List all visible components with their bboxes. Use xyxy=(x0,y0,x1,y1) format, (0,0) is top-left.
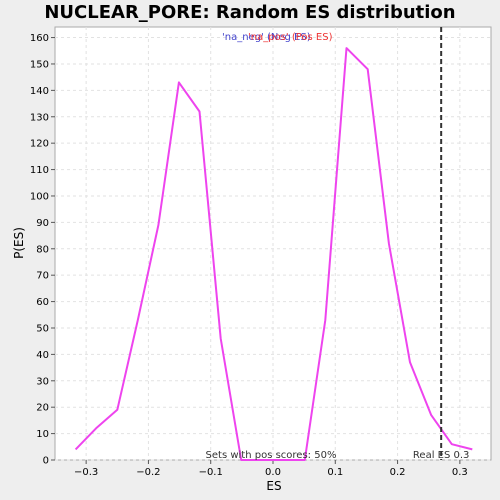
x-tick-label: 0.0 xyxy=(265,467,281,478)
y-tick-label: 0 xyxy=(43,456,49,467)
y-tick-label: 130 xyxy=(30,112,49,123)
x-axis-label: ES xyxy=(266,479,281,493)
legend-item: 'na_pos' (Pos ES) xyxy=(248,32,333,43)
y-tick-label: 150 xyxy=(30,59,49,70)
y-tick-label: 120 xyxy=(30,139,49,150)
y-tick-label: 100 xyxy=(30,191,49,202)
x-tick-label: −0.1 xyxy=(199,467,223,478)
x-tick-label: −0.3 xyxy=(74,467,98,478)
y-tick-label: 160 xyxy=(30,33,49,44)
y-tick-label: 70 xyxy=(36,271,49,282)
series-line xyxy=(74,47,473,461)
x-axis: −0.3 −0.2 −0.1 0.0 0.1 0.2 0.3 xyxy=(74,460,468,478)
x-tick-label: 0.3 xyxy=(452,467,468,478)
legend: 'na_neg' (Neg ES)'na_pos' (Pos ES) xyxy=(222,32,333,43)
legend-item: 'na_neg' (Neg ES) xyxy=(222,32,311,43)
y-tick-label: 20 xyxy=(36,403,49,414)
x-tick-label: 0.1 xyxy=(327,467,343,478)
chart-title: NUCLEAR_PORE: Random ES distribution xyxy=(44,2,455,23)
y-tick-label: 110 xyxy=(30,165,49,176)
x-tick-label: −0.2 xyxy=(136,467,160,478)
y-tick-label: 50 xyxy=(36,323,49,334)
y-tick-label: 80 xyxy=(36,244,49,255)
x-tick-label: 0.2 xyxy=(390,467,406,478)
y-tick-label: 30 xyxy=(36,376,49,387)
y-axis: 0 10 20 30 40 50 60 70 80 90 100 110 120 130 140 150 160 xyxy=(30,33,55,467)
y-axis-label: P(ES) xyxy=(12,227,26,259)
y-tick-label: 40 xyxy=(36,350,49,361)
y-tick-label: 140 xyxy=(30,86,49,97)
y-tick-label: 60 xyxy=(36,297,49,308)
series-group xyxy=(74,47,473,461)
y-tick-label: 90 xyxy=(36,218,49,229)
footer-label: Sets with pos scores: 50% xyxy=(206,450,337,461)
grid-lines xyxy=(55,27,491,461)
y-tick-label: 10 xyxy=(36,429,49,440)
real-es-label: Real ES 0.3 xyxy=(413,450,469,461)
